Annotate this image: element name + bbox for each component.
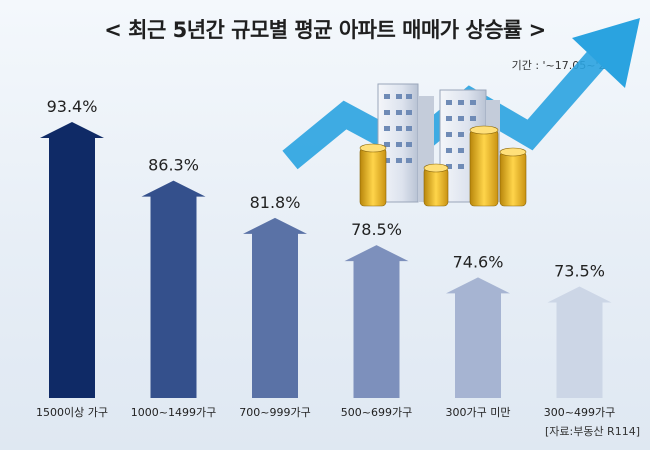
bar-6 [547,286,612,398]
chart-title: < 최근 5년간 규모별 평균 아파트 매매가 상승률 > [104,18,546,42]
value-label-6: 73.5% [554,261,605,280]
value-label-1: 93.4% [47,97,98,116]
category-label-4: 500~699가구 [341,406,412,419]
source-label: [자료:부동산 R114] [544,425,640,438]
bar-2 [141,180,206,398]
bar-1 [40,122,104,398]
value-label-2: 86.3% [148,156,199,175]
value-label-3: 81.8% [250,193,301,212]
bar-5 [446,277,510,398]
bar-4 [344,245,409,398]
buildings-with-coins-icon [359,83,527,207]
bar-series: 93.4% 1500이상 가구 86.3% 1000~1499가구 81.8% 700~9… [36,97,615,419]
category-label-3: 700~999가구 [239,406,310,419]
category-label-5: 300가구 미만 [446,406,511,419]
bar-3 [243,217,307,398]
value-label-4: 78.5% [351,220,402,239]
category-label-1: 1500이상 가구 [36,406,108,419]
category-label-6: 300~499가구 [544,406,615,419]
category-label-2: 1000~1499가구 [131,406,216,419]
value-label-5: 74.6% [453,252,504,271]
